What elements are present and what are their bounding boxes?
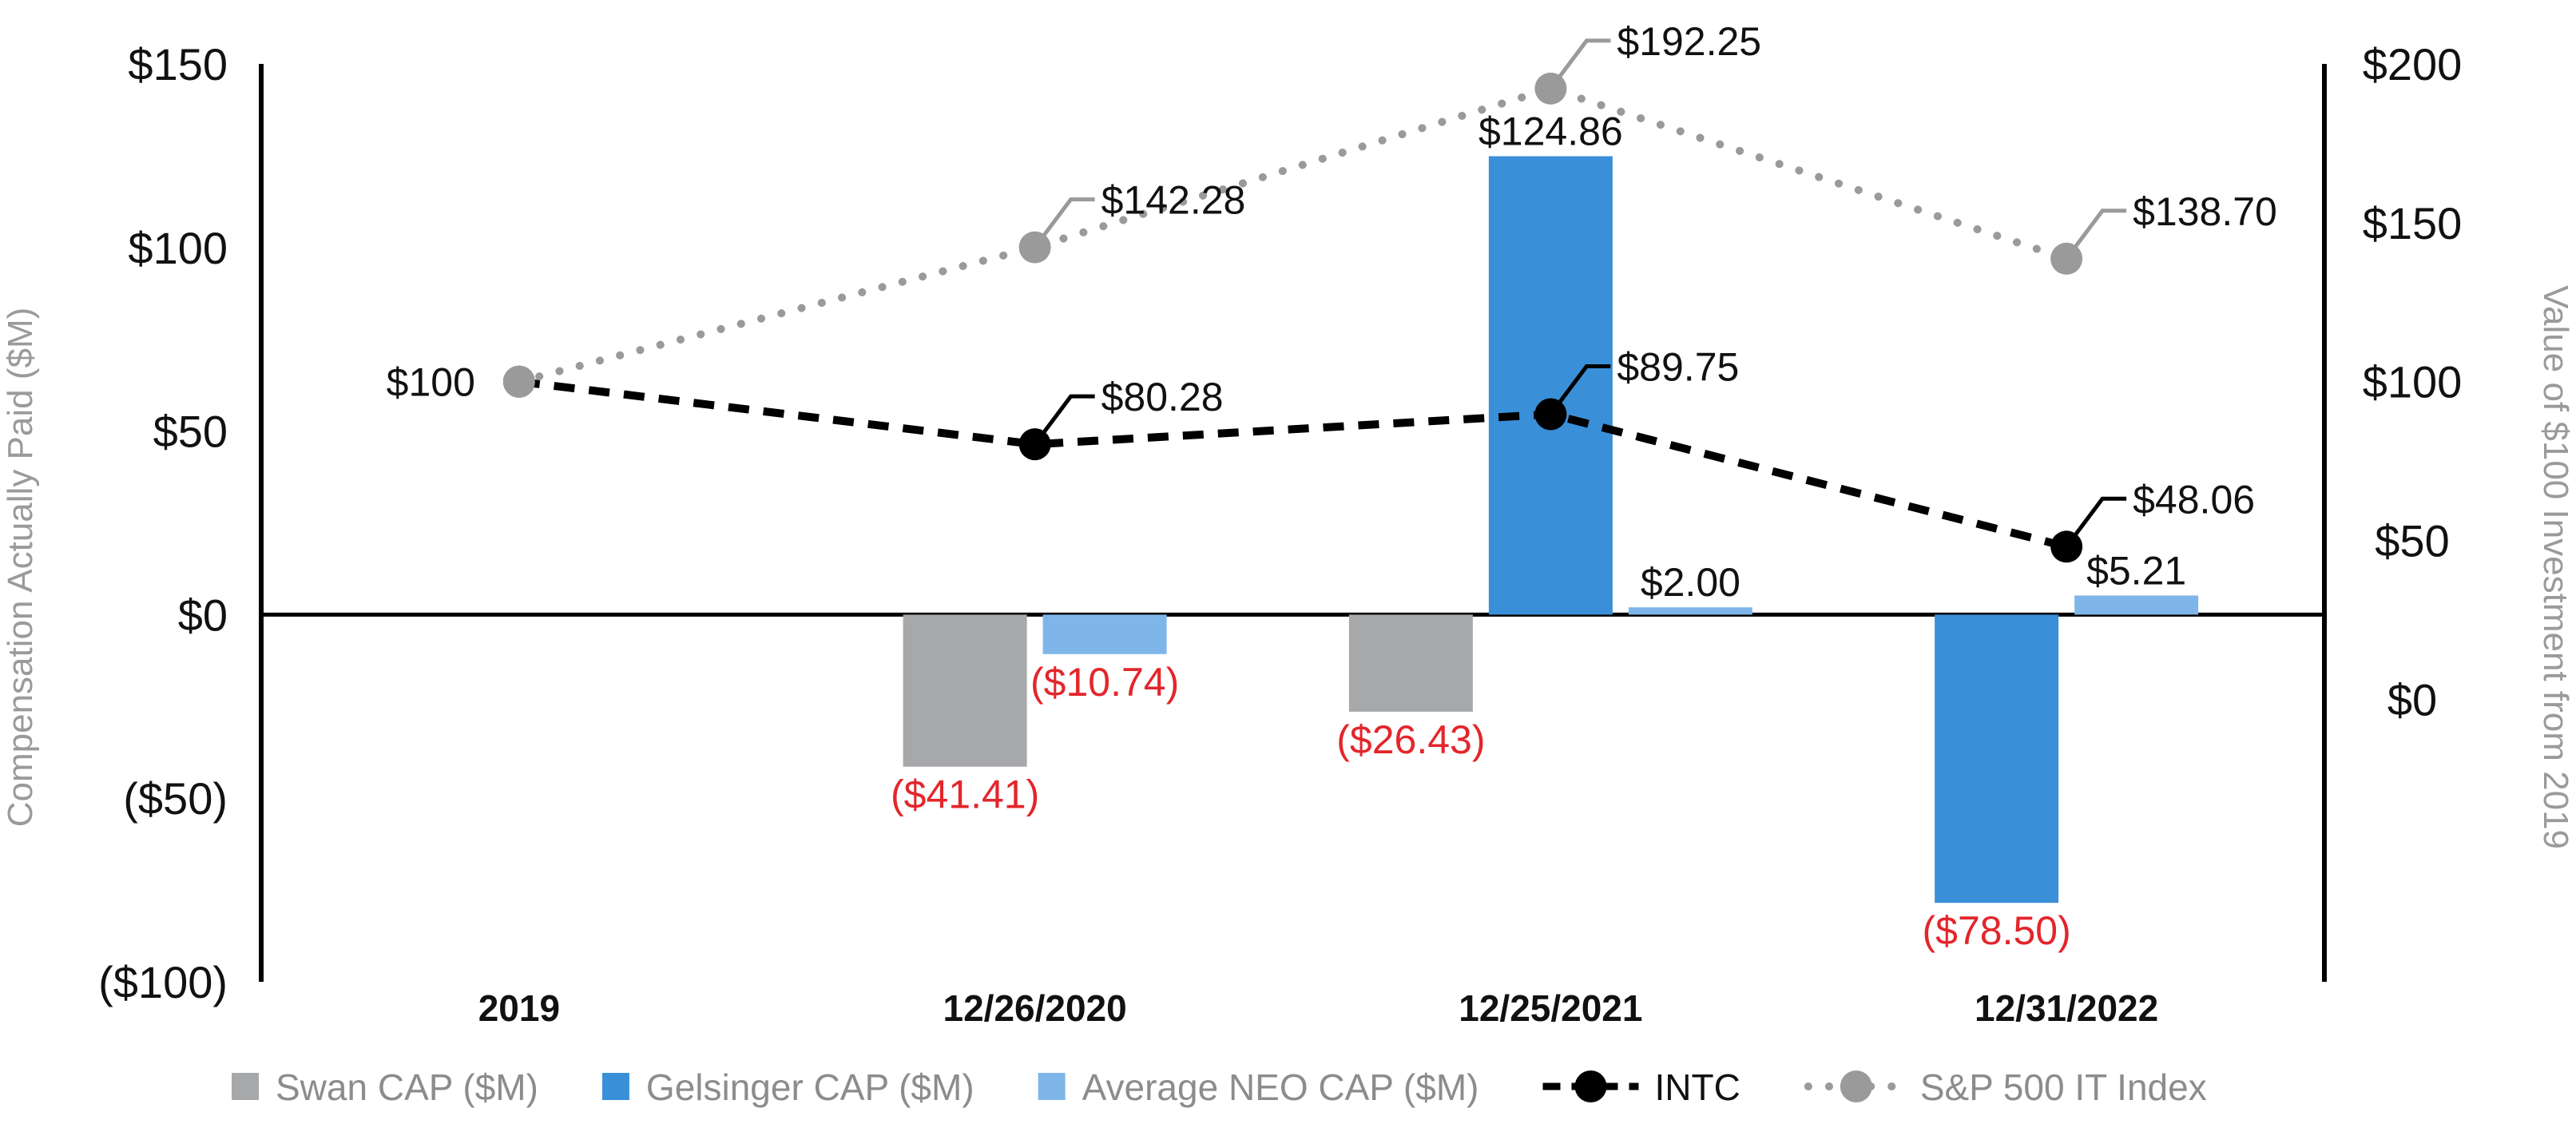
- legend-label: INTC: [1654, 1066, 1740, 1108]
- leader-line: [1549, 38, 1611, 90]
- bar: [1042, 614, 1167, 654]
- line-data-label: $89.75: [1617, 344, 1739, 389]
- bar-data-label: ($78.50): [1923, 908, 2071, 953]
- y2-tick-label: $0: [2387, 674, 2437, 725]
- bar-data-label: $5.21: [2086, 548, 2186, 593]
- y-tick-label: $100: [128, 223, 228, 273]
- legend-label: Average NEO CAP ($M): [1082, 1066, 1479, 1108]
- x-tick-label: 12/25/2021: [1459, 987, 1642, 1029]
- legend-swatch: [1038, 1073, 1066, 1100]
- line-data-label: $80.28: [1101, 375, 1224, 419]
- legend-label: Swan CAP ($M): [276, 1066, 538, 1108]
- y2-axis-title: Value of $100 Investment from 2019: [2536, 285, 2575, 849]
- y2-tick-label: $150: [2363, 198, 2463, 248]
- y-tick-label: ($100): [98, 957, 228, 1007]
- bar: [1628, 607, 1752, 615]
- line-data-label: $48.06: [2133, 477, 2255, 522]
- y-tick-label: $50: [153, 407, 228, 457]
- x-tick-label: 12/31/2022: [1975, 987, 2158, 1029]
- x-tick-label: 2019: [478, 987, 560, 1029]
- bar-data-label: $124.86: [1479, 109, 1623, 154]
- lines: [502, 72, 2083, 563]
- line-data-label: $138.70: [2133, 189, 2277, 234]
- legend: Swan CAP ($M) Gelsinger CAP ($M) Average N…: [232, 1066, 2207, 1108]
- bar: [1348, 614, 1473, 712]
- legend-marker: [1840, 1070, 1872, 1102]
- y-tick-label: ($50): [123, 773, 228, 824]
- x-tick-label: 12/26/2020: [943, 987, 1127, 1029]
- y-axis-title: Compensation Actually Paid ($M): [1, 308, 40, 828]
- line-data-label: $142.28: [1101, 178, 1246, 223]
- y2-tick-label: $200: [2363, 39, 2463, 89]
- leader-line: [1549, 363, 1611, 415]
- bar: [1488, 156, 1613, 615]
- legend-label: Gelsinger CAP ($M): [646, 1066, 974, 1108]
- leader-line: [2065, 496, 2127, 548]
- bar: [2074, 595, 2199, 615]
- legend-marker: [1574, 1070, 1607, 1102]
- legend-swatch: [232, 1073, 259, 1100]
- legend-swatch: [601, 1073, 629, 1100]
- bar-data-label: ($41.41): [891, 773, 1039, 817]
- line-data-label: $100: [387, 360, 475, 405]
- y-tick-label: $150: [128, 39, 228, 89]
- legend-label: S&P 500 IT Index: [1920, 1066, 2207, 1108]
- y-tick-label: $0: [178, 590, 228, 640]
- bar-data-label: ($26.43): [1336, 717, 1485, 762]
- bar: [903, 614, 1027, 767]
- leader-line: [1033, 197, 1095, 249]
- bar-data-label: ($10.74): [1030, 660, 1179, 705]
- leader-line: [2065, 209, 2127, 260]
- y2-tick-label: $50: [2375, 516, 2449, 566]
- bars: [903, 156, 2199, 904]
- y2-tick-label: $100: [2363, 357, 2463, 407]
- bar-data-label: $2.00: [1641, 560, 1740, 605]
- line-sp500-it: [514, 84, 2071, 386]
- tick-labels: $150 $100 $50 $0 ($50) ($100) $200 $150 $100 $50 $…: [98, 39, 2462, 1029]
- data-labels: ($41.41) ($26.43) $124.86 ($78.50) ($10.74) $…: [387, 19, 2277, 953]
- line-intc: [518, 377, 2068, 551]
- line-data-label: $192.25: [1617, 19, 1761, 64]
- line-point: [502, 365, 535, 398]
- leader-line: [1033, 394, 1095, 446]
- bar: [1935, 614, 2059, 904]
